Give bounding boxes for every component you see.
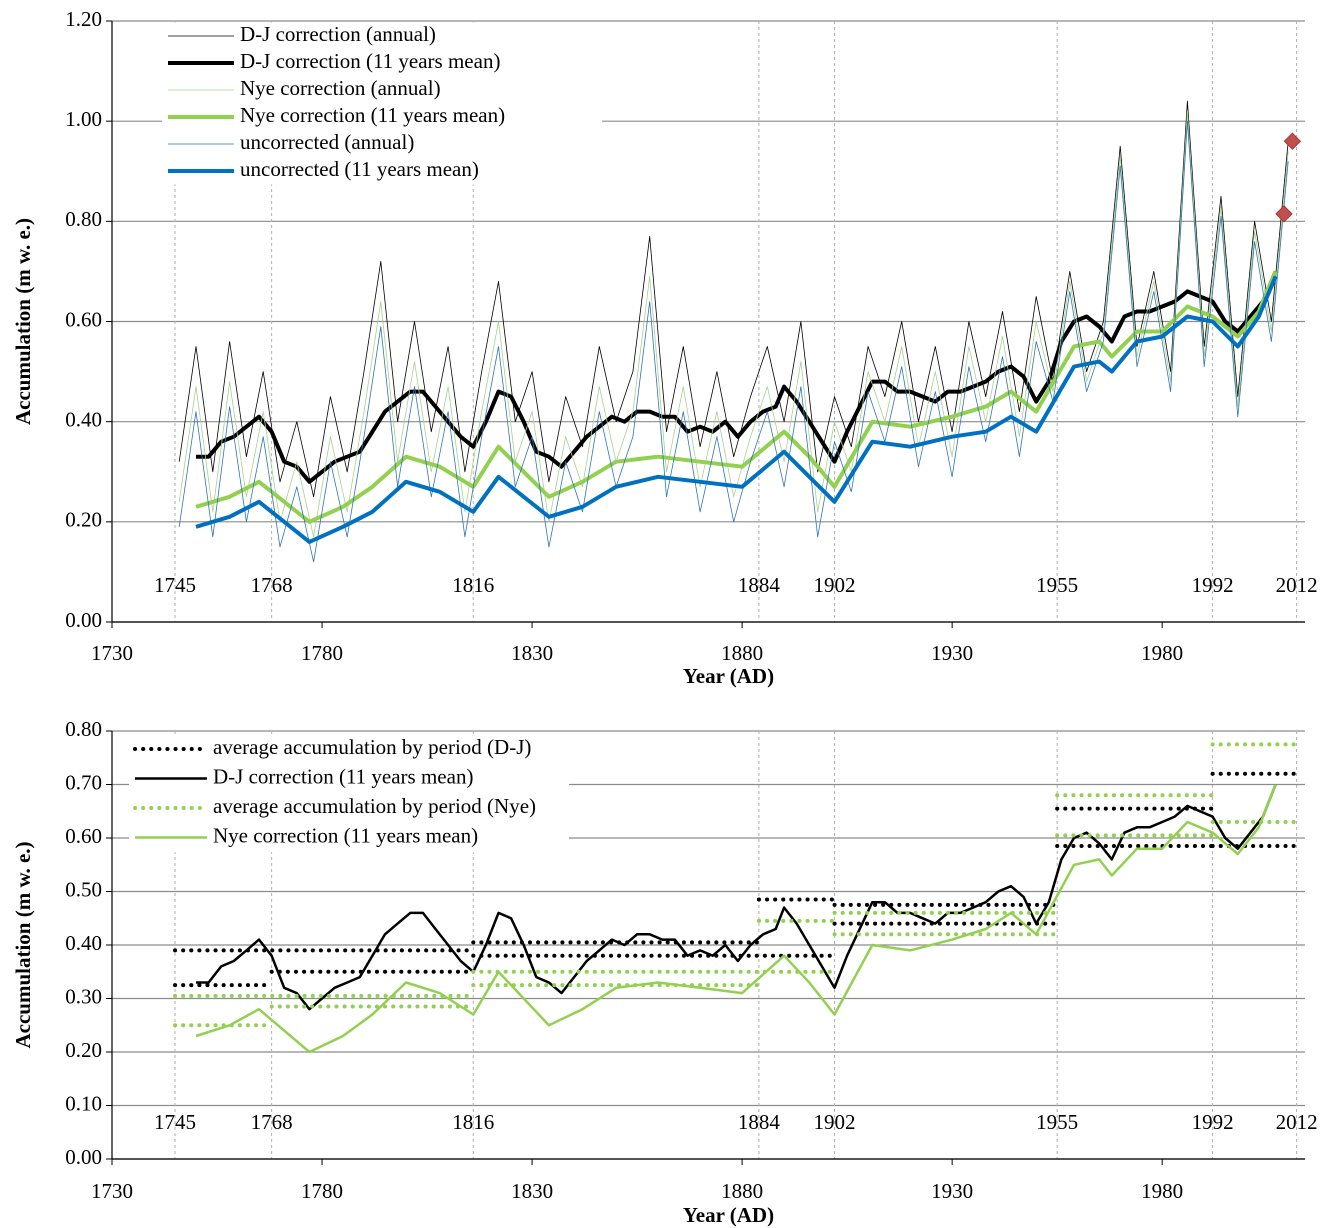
y-tick-label: 0.20 [65,1038,102,1062]
marker-label: 2012 [1276,573,1318,597]
y-tick-label: 0.40 [65,931,102,955]
legend-label: D-J correction (11 years mean) [240,49,500,73]
marker-label: 1992 [1192,1110,1234,1134]
x-tick-label: 1830 [511,1179,553,1203]
series-line [178,120,1289,563]
y-tick-label: 0.10 [65,1091,102,1115]
legend-label: uncorrected (11 years mean) [240,157,479,181]
x-tick-label: 1930 [931,641,973,665]
series-line [178,110,1289,538]
marker-label: 1745 [154,573,196,597]
legend-label: Nye correction (11 years mean) [240,103,505,127]
y-axis-title: Accumulation (m w. e.) [11,841,35,1048]
x-tick-label: 1880 [721,641,763,665]
marker-label: 1955 [1036,573,1078,597]
marker-label: 1992 [1192,573,1234,597]
legend-box [129,734,569,853]
y-tick-label: 0.40 [65,407,102,431]
legend-label: D-J correction (annual) [240,22,436,46]
series-line [195,784,1277,1054]
marker-label: 1884 [738,573,781,597]
series-line [195,270,1278,524]
legend-label: D-J correction (11 years mean) [213,764,473,788]
legend-label: average accumulation by period (Nye) [213,794,536,818]
legend-label: uncorrected (annual) [240,130,414,154]
y-tick-label: 0.50 [65,877,102,901]
x-tick-label: 1730 [91,641,133,665]
y-tick-label: 0.80 [65,207,102,231]
y-tick-label: 0.20 [65,508,102,532]
x-tick-label: 1980 [1141,641,1183,665]
y-tick-label: 0.30 [65,984,102,1008]
x-tick-label: 1830 [511,641,553,665]
legend-label: average accumulation by period (D-J) [213,735,531,759]
marker-label: 1902 [814,1110,856,1134]
y-axis-title: Accumulation (m w. e.) [11,218,35,425]
series-line [195,275,1278,544]
y-tick-label: 0.60 [65,307,102,331]
y-tick-label: 0.60 [65,824,102,848]
marker-label: 1884 [738,1110,781,1134]
x-tick-label: 1780 [301,1179,343,1203]
panel: 0.00 0.20 0.40 0.60 0.80 1.00 1.20 1730 1780 1830… [11,7,1318,688]
legend-label: Nye correction (annual) [240,76,441,100]
y-tick-label: 0.00 [65,608,102,632]
marker-label: 2012 [1276,1110,1318,1134]
series-line [178,100,1289,498]
x-tick-label: 1930 [931,1179,973,1203]
y-tick-label: 1.00 [65,107,102,131]
x-axis-title: Year (AD) [683,1203,774,1227]
marker-label: 1745 [154,1110,196,1134]
x-tick-label: 1880 [721,1179,763,1203]
x-tick-label: 1730 [91,1179,133,1203]
y-tick-label: 0.80 [65,717,102,741]
marker-label: 1955 [1036,1110,1078,1134]
y-tick-label: 0.70 [65,770,102,794]
series-line [196,270,1278,484]
marker-label: 1768 [251,573,293,597]
x-tick-label: 1980 [1141,1179,1183,1203]
marker-label: 1768 [251,1110,293,1134]
x-axis-title: Year (AD) [683,664,774,688]
x-tick-label: 1780 [301,641,343,665]
diamond-point [1283,132,1302,150]
marker-label: 1816 [452,1110,494,1134]
marker-label: 1902 [814,573,856,597]
panel: 0.00 0.10 0.20 0.30 0.40 0.50 0.60 0.70 0.80 1730… [11,717,1318,1227]
legend-box [162,22,602,185]
marker-label: 1816 [452,573,494,597]
y-tick-label: 1.20 [65,7,102,31]
diamond-point [1275,205,1293,223]
legend-label: Nye correction (11 years mean) [213,823,478,847]
series-line [196,784,1277,1011]
y-tick-label: 0.00 [65,1145,102,1169]
